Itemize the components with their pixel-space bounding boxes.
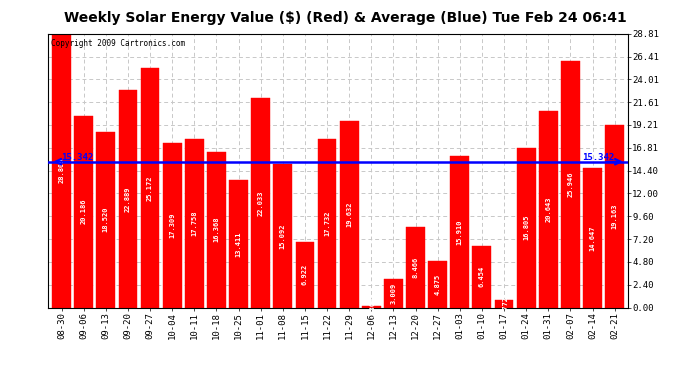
Text: 13.411: 13.411	[235, 231, 242, 256]
Text: 6.922: 6.922	[302, 264, 308, 285]
Bar	[75, 116, 93, 308]
Bar	[339, 121, 359, 308]
Bar	[52, 34, 71, 308]
Text: 18.520: 18.520	[103, 207, 109, 232]
Text: Copyright 2009 Cartronics.com: Copyright 2009 Cartronics.com	[51, 39, 186, 48]
Text: 22.033: 22.033	[257, 190, 264, 216]
Bar	[229, 180, 248, 308]
Bar	[517, 148, 535, 308]
Text: 19.163: 19.163	[611, 204, 618, 229]
Text: 15.910: 15.910	[457, 219, 463, 245]
Text: 17.309: 17.309	[169, 213, 175, 238]
Text: 25.946: 25.946	[567, 171, 573, 197]
Text: 20.186: 20.186	[81, 199, 87, 224]
Bar	[473, 246, 491, 308]
Text: .1369: .1369	[368, 296, 374, 318]
Bar	[119, 90, 137, 308]
Bar	[97, 132, 115, 308]
Text: 16.805: 16.805	[523, 215, 529, 240]
Bar	[251, 98, 270, 308]
Bar	[207, 152, 226, 308]
Text: 17.758: 17.758	[191, 210, 197, 236]
Text: .772: .772	[501, 296, 507, 312]
Bar	[605, 125, 624, 308]
Bar	[185, 139, 204, 308]
Bar	[273, 164, 292, 308]
Bar	[539, 111, 558, 308]
Text: 16.368: 16.368	[213, 217, 219, 243]
Bar	[141, 68, 159, 308]
Text: 25.172: 25.172	[147, 175, 153, 201]
Bar	[295, 242, 315, 308]
Text: 4.875: 4.875	[435, 274, 441, 295]
Bar	[583, 168, 602, 308]
Text: 14.647: 14.647	[589, 225, 595, 251]
Text: 28.809: 28.809	[59, 158, 65, 183]
Text: 15.342: 15.342	[61, 153, 94, 162]
Text: 19.632: 19.632	[346, 201, 352, 227]
Text: 20.643: 20.643	[545, 196, 551, 222]
Bar	[163, 143, 181, 308]
Bar	[451, 156, 469, 308]
Text: 8.466: 8.466	[413, 256, 419, 278]
Bar	[317, 139, 337, 308]
Bar	[428, 261, 447, 308]
Text: 15.342: 15.342	[582, 153, 615, 162]
Bar	[561, 61, 580, 308]
Text: Weekly Solar Energy Value ($) (Red) & Average (Blue) Tue Feb 24 06:41: Weekly Solar Energy Value ($) (Red) & Av…	[63, 11, 627, 25]
Text: 6.454: 6.454	[479, 266, 485, 288]
Text: 15.092: 15.092	[279, 223, 286, 249]
Text: 22.889: 22.889	[125, 186, 131, 211]
Bar	[362, 306, 381, 308]
Bar	[406, 227, 425, 308]
Text: 17.732: 17.732	[324, 210, 330, 236]
Bar	[495, 300, 513, 307]
Bar	[384, 279, 403, 308]
Text: 3.009: 3.009	[391, 283, 397, 304]
